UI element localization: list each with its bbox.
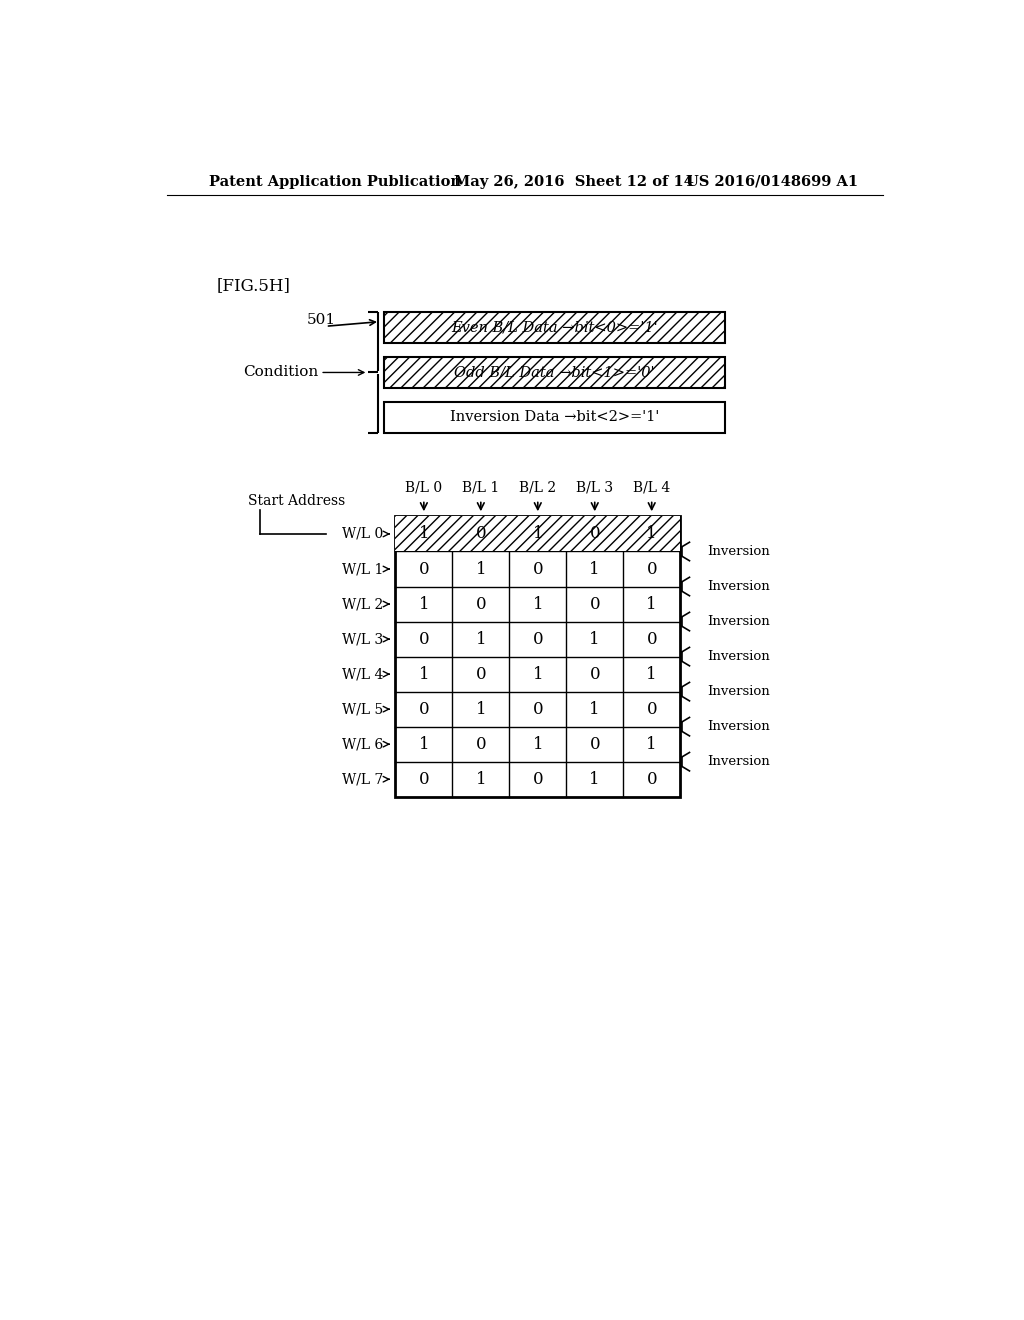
- Text: 1: 1: [419, 525, 429, 543]
- Text: 1: 1: [646, 525, 657, 543]
- Text: 0: 0: [646, 771, 657, 788]
- Text: 1: 1: [590, 561, 600, 578]
- Bar: [384, 401, 725, 433]
- Text: 1: 1: [646, 735, 657, 752]
- Text: US 2016/0148699 A1: US 2016/0148699 A1: [686, 174, 858, 189]
- Text: Inversion Data →bit<2>='1': Inversion Data →bit<2>='1': [450, 411, 658, 424]
- Text: 0: 0: [419, 561, 429, 578]
- Text: B/L 4: B/L 4: [633, 480, 671, 494]
- Text: 1: 1: [532, 595, 543, 612]
- Text: 0: 0: [532, 561, 543, 578]
- Text: 1: 1: [475, 631, 486, 648]
- Text: 1: 1: [646, 595, 657, 612]
- Text: 1: 1: [419, 735, 429, 752]
- Text: W/L 6: W/L 6: [342, 737, 384, 751]
- Text: W/L 0: W/L 0: [342, 527, 384, 541]
- Text: W/L 3: W/L 3: [342, 632, 384, 645]
- Text: 0: 0: [590, 595, 600, 612]
- Text: 0: 0: [590, 525, 600, 543]
- Text: W/L 4: W/L 4: [342, 667, 384, 681]
- Text: 1: 1: [532, 525, 543, 543]
- Text: 1: 1: [419, 665, 429, 682]
- Bar: [395, 516, 680, 552]
- Text: 0: 0: [646, 701, 657, 718]
- Bar: [384, 313, 725, 343]
- Bar: [384, 313, 725, 343]
- Text: 1: 1: [532, 665, 543, 682]
- Text: 0: 0: [590, 665, 600, 682]
- Text: B/L 1: B/L 1: [462, 480, 500, 494]
- Text: W/L 5: W/L 5: [342, 702, 384, 717]
- Text: Inversion: Inversion: [708, 721, 770, 733]
- Bar: [395, 516, 680, 797]
- Text: 0: 0: [590, 735, 600, 752]
- Text: 1: 1: [475, 701, 486, 718]
- Text: W/L 1: W/L 1: [342, 562, 384, 576]
- Text: 0: 0: [532, 701, 543, 718]
- Text: B/L 0: B/L 0: [406, 480, 442, 494]
- Text: 1: 1: [590, 701, 600, 718]
- Text: 1: 1: [419, 595, 429, 612]
- Text: 0: 0: [646, 631, 657, 648]
- Text: 0: 0: [475, 525, 486, 543]
- Text: 0: 0: [532, 771, 543, 788]
- Text: W/L 2: W/L 2: [342, 597, 384, 611]
- Text: 1: 1: [590, 631, 600, 648]
- Text: 0: 0: [419, 631, 429, 648]
- Text: Inversion: Inversion: [708, 545, 770, 558]
- Text: 0: 0: [646, 561, 657, 578]
- Text: 0: 0: [475, 665, 486, 682]
- Text: Condition: Condition: [243, 366, 317, 379]
- Text: W/L 7: W/L 7: [342, 772, 384, 787]
- Text: [FIG.5H]: [FIG.5H]: [217, 277, 291, 294]
- Text: May 26, 2016  Sheet 12 of 14: May 26, 2016 Sheet 12 of 14: [454, 174, 693, 189]
- Text: 1: 1: [590, 771, 600, 788]
- Text: Odd B/L Data →bit<1>='0': Odd B/L Data →bit<1>='0': [454, 366, 654, 379]
- Text: Inversion: Inversion: [708, 755, 770, 768]
- Bar: [384, 358, 725, 388]
- Bar: [384, 358, 725, 388]
- Text: Patent Application Publication: Patent Application Publication: [209, 174, 462, 189]
- Text: 0: 0: [532, 631, 543, 648]
- Text: Inversion: Inversion: [708, 649, 770, 663]
- Text: 501: 501: [306, 313, 336, 327]
- Text: B/L 2: B/L 2: [519, 480, 556, 494]
- Text: 1: 1: [646, 665, 657, 682]
- Text: Even B/L Data →bit<0>='1': Even B/L Data →bit<0>='1': [451, 321, 657, 335]
- Text: 1: 1: [532, 735, 543, 752]
- Text: 1: 1: [475, 771, 486, 788]
- Text: 0: 0: [419, 771, 429, 788]
- Text: Start Address: Start Address: [248, 494, 345, 508]
- Text: 0: 0: [475, 735, 486, 752]
- Text: 0: 0: [475, 595, 486, 612]
- Text: 1: 1: [475, 561, 486, 578]
- Text: Inversion: Inversion: [708, 685, 770, 698]
- Text: Inversion: Inversion: [708, 579, 770, 593]
- Text: 0: 0: [419, 701, 429, 718]
- Text: B/L 3: B/L 3: [577, 480, 613, 494]
- Text: Inversion: Inversion: [708, 615, 770, 628]
